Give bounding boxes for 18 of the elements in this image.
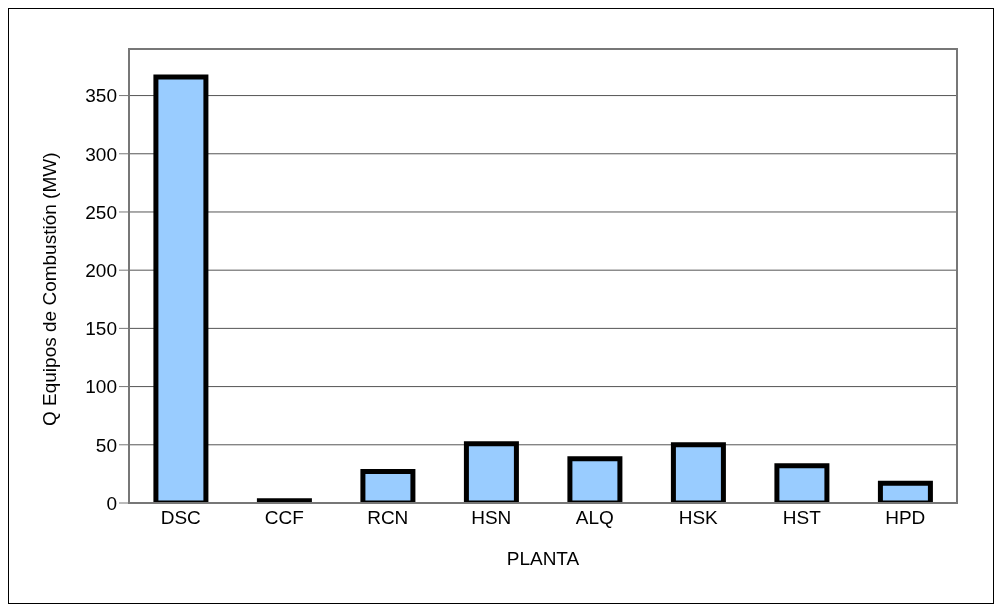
x-axis-title: PLANTA bbox=[506, 548, 580, 569]
y-tick-label: 250 bbox=[85, 201, 117, 223]
x-tick-label: RCN bbox=[367, 507, 409, 529]
x-tick-label: CCF bbox=[264, 507, 304, 529]
y-axis-title: Q Equipos de Combustión (MW) bbox=[38, 152, 60, 426]
x-tick-label: ALQ bbox=[575, 507, 614, 529]
y-tick-label: 50 bbox=[95, 434, 117, 456]
y-tick-label: 200 bbox=[85, 259, 117, 281]
y-tick-label: 0 bbox=[106, 492, 117, 514]
x-tick-label: HSN bbox=[471, 507, 512, 529]
y-tick-label: 150 bbox=[85, 318, 117, 340]
x-tick-label: HPD bbox=[885, 507, 926, 529]
x-tick-label: DSC bbox=[160, 507, 201, 529]
y-tick-label: 300 bbox=[85, 143, 117, 165]
x-tick-label: HSK bbox=[678, 507, 719, 529]
y-tick-label: 350 bbox=[85, 85, 117, 107]
y-tick-label: 100 bbox=[85, 376, 117, 398]
x-tick-label: HST bbox=[782, 507, 822, 529]
